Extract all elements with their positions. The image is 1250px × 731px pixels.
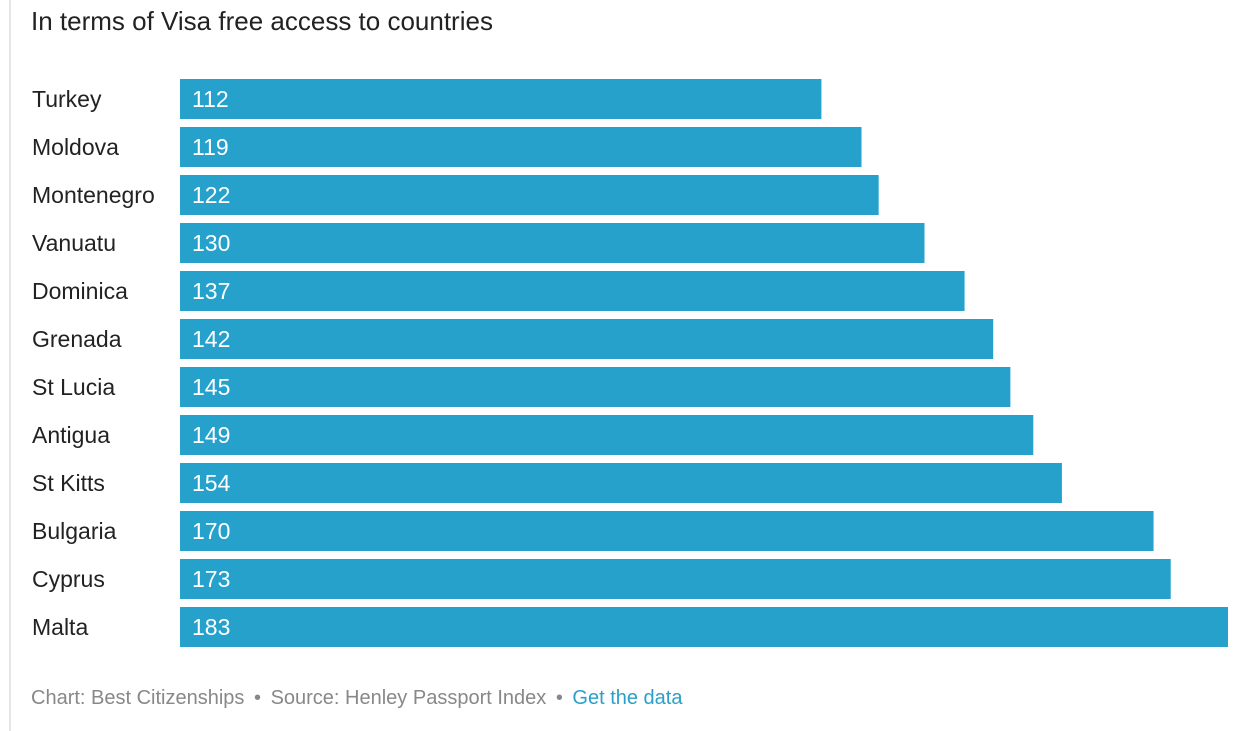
value-label-st-kitts: 154 — [192, 470, 231, 496]
category-label-st-kitts: St Kitts — [32, 470, 105, 496]
category-label-montenegro: Montenegro — [32, 182, 155, 208]
bar-turkey[interactable] — [180, 79, 822, 119]
get-the-data-link[interactable]: Get the data — [572, 687, 683, 709]
value-label-grenada: 142 — [192, 326, 230, 352]
bar-antigua[interactable] — [180, 415, 1034, 455]
value-label-turkey: 112 — [192, 86, 229, 112]
bar-st-lucia[interactable] — [180, 367, 1011, 407]
left-divider — [9, 0, 11, 731]
bar-st-kitts[interactable] — [180, 463, 1062, 503]
bar-cyprus[interactable] — [180, 559, 1171, 599]
bar-malta[interactable] — [180, 607, 1228, 647]
bar-dominica[interactable] — [180, 271, 965, 311]
category-label-st-lucia: St Lucia — [32, 374, 115, 400]
value-label-cyprus: 173 — [192, 566, 230, 592]
value-label-montenegro: 122 — [192, 182, 230, 208]
value-label-vanuatu: 130 — [192, 230, 230, 256]
footer-separator: • — [555, 687, 563, 709]
value-label-moldova: 119 — [192, 134, 229, 160]
bar-montenegro[interactable] — [180, 175, 879, 215]
value-label-bulgaria: 170 — [192, 518, 230, 544]
chart-credit: Chart: Best Citizenships — [31, 687, 245, 709]
category-label-turkey: Turkey — [32, 86, 102, 112]
category-label-dominica: Dominica — [32, 278, 128, 304]
bar-vanuatu[interactable] — [180, 223, 925, 263]
bar-grenada[interactable] — [180, 319, 994, 359]
category-label-malta: Malta — [32, 614, 88, 640]
category-label-moldova: Moldova — [32, 134, 119, 160]
category-label-vanuatu: Vanuatu — [32, 230, 116, 256]
chart-title: In terms of Visa free access to countrie… — [31, 6, 493, 36]
value-label-dominica: 137 — [192, 278, 230, 304]
category-label-grenada: Grenada — [32, 326, 122, 352]
bar-bulgaria[interactable] — [180, 511, 1154, 551]
footer-separator: • — [253, 687, 261, 709]
value-label-antigua: 149 — [192, 422, 230, 448]
chart-footer: Chart: Best Citizenships • Source: Henle… — [31, 687, 682, 710]
bar-moldova[interactable] — [180, 127, 862, 167]
category-label-antigua: Antigua — [32, 422, 110, 448]
category-label-cyprus: Cyprus — [32, 566, 105, 592]
value-label-st-lucia: 145 — [192, 374, 230, 400]
chart-source: Source: Henley Passport Index — [270, 687, 547, 709]
value-label-malta: 183 — [192, 614, 230, 640]
category-label-bulgaria: Bulgaria — [32, 518, 117, 544]
